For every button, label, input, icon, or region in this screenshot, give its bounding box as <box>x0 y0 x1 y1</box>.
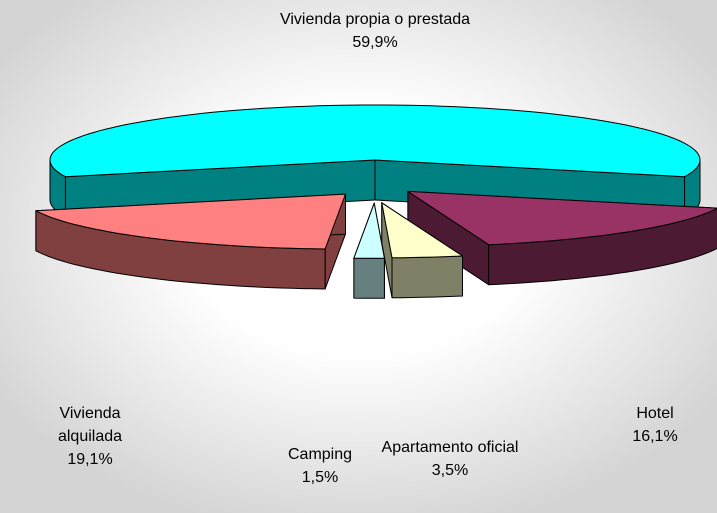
slice-side <box>353 257 385 299</box>
slice-label: Camping 1,5% <box>270 443 370 489</box>
slice <box>381 202 463 299</box>
slice <box>35 193 346 290</box>
category-name: Vivienda propia o prestada <box>279 11 471 28</box>
category-name: Camping <box>287 446 353 463</box>
slice-top <box>49 104 701 178</box>
slice <box>353 202 385 299</box>
slice-label: Vivienda propia o prestada 59,9% <box>275 8 475 54</box>
category-name: Hotel <box>636 405 674 422</box>
category-name: Vivienda alquilada <box>57 405 123 445</box>
slice-label: Apartamento oficial 3,5% <box>380 436 520 482</box>
slice-label: Vivienda alquilada 19,1% <box>35 402 145 471</box>
category-name: Apartamento oficial <box>381 439 519 456</box>
value-label: 59,9% <box>352 34 398 51</box>
value-label: 1,5% <box>301 469 339 486</box>
slice-top <box>35 193 346 250</box>
slice-label: Hotel 16,1% <box>595 402 715 448</box>
slice-top <box>353 202 385 259</box>
slice-top <box>407 190 717 246</box>
value-label: 16,1% <box>632 428 678 445</box>
value-label: 19,1% <box>67 451 113 468</box>
slice-top <box>381 202 463 259</box>
slice <box>49 104 701 218</box>
value-label: 3,5% <box>431 462 469 479</box>
slice <box>407 190 717 286</box>
slice-side <box>391 255 463 299</box>
